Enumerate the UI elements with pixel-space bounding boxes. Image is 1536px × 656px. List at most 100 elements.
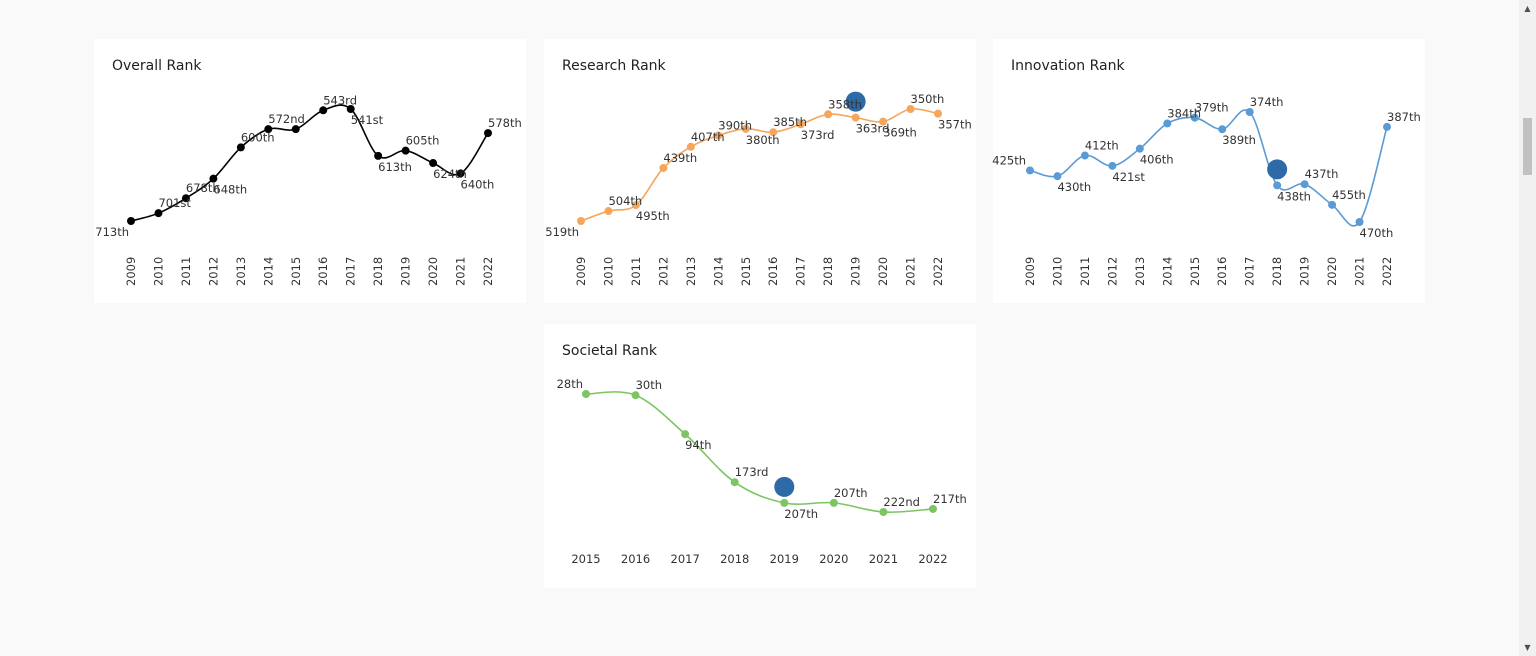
x-tick-label: 2009 <box>124 257 138 286</box>
data-point[interactable] <box>934 109 942 118</box>
x-tick-label: 2018 <box>821 257 835 286</box>
data-point[interactable] <box>604 207 613 216</box>
data-label: 543rd <box>323 93 357 107</box>
data-point[interactable] <box>631 391 640 400</box>
data-point[interactable] <box>1355 218 1364 226</box>
data-point[interactable] <box>346 105 355 113</box>
data-point[interactable] <box>906 105 915 113</box>
x-tick-label: 2016 <box>766 257 780 286</box>
scroll-up-icon[interactable]: ▲ <box>1524 4 1531 13</box>
data-point[interactable] <box>824 110 833 119</box>
x-tick-label: 2018 <box>1270 257 1284 286</box>
data-point[interactable] <box>154 209 163 218</box>
data-point[interactable] <box>714 131 723 140</box>
data-label: 363rd <box>856 122 890 136</box>
data-label: 30th <box>636 378 662 392</box>
x-tick-label: 2010 <box>151 257 165 286</box>
x-tick-label: 2009 <box>574 257 588 286</box>
data-label: 421st <box>1112 170 1145 184</box>
x-tick-label: 2022 <box>481 257 495 286</box>
data-label: 207th <box>784 507 818 521</box>
scroll-thumb[interactable] <box>1523 118 1532 175</box>
data-label: 437th <box>1305 167 1339 181</box>
x-tick-label: 2014 <box>711 257 725 286</box>
data-point[interactable] <box>659 163 668 172</box>
data-point[interactable] <box>851 113 860 122</box>
data-label: 385th <box>773 115 807 129</box>
x-tick-label: 2016 <box>316 257 330 286</box>
data-point[interactable] <box>686 142 695 151</box>
x-tick-label: 2012 <box>1105 257 1119 286</box>
data-label: 605th <box>406 134 440 148</box>
x-tick-label: 2019 <box>849 257 863 286</box>
highlight-marker[interactable] <box>845 91 866 112</box>
data-point[interactable] <box>1218 125 1227 134</box>
data-point[interactable] <box>319 106 328 115</box>
data-point[interactable] <box>1383 122 1391 131</box>
data-label: 406th <box>1140 153 1174 167</box>
data-point[interactable] <box>1300 180 1309 189</box>
data-point[interactable] <box>1026 166 1034 175</box>
x-tick-label: 2016 <box>621 552 650 566</box>
x-tick-label: 2010 <box>601 257 615 286</box>
data-label: 600th <box>241 130 275 144</box>
data-point[interactable] <box>929 504 937 513</box>
x-tick-label: 2018 <box>720 552 749 566</box>
data-point[interactable] <box>484 129 492 138</box>
x-tick-label: 2020 <box>819 552 848 566</box>
x-tick-label: 2021 <box>454 257 468 286</box>
data-point[interactable] <box>456 169 465 178</box>
data-label: 578th <box>488 116 522 130</box>
data-point[interactable] <box>631 201 640 210</box>
data-point[interactable] <box>181 194 190 203</box>
x-tick-label: 2020 <box>1325 257 1339 286</box>
data-point[interactable] <box>1245 108 1254 116</box>
x-tick-label: 2015 <box>571 552 600 566</box>
x-tick-label: 2019 <box>1298 257 1312 286</box>
data-point[interactable] <box>209 174 218 183</box>
data-point[interactable] <box>236 143 245 152</box>
data-point[interactable] <box>1135 144 1144 153</box>
data-point[interactable] <box>879 508 888 516</box>
data-point[interactable] <box>264 125 273 134</box>
data-point[interactable] <box>374 151 383 160</box>
x-tick-label: 2021 <box>904 257 918 286</box>
scroll-down-icon[interactable]: ▼ <box>1524 643 1531 652</box>
data-point[interactable] <box>1080 151 1089 160</box>
data-point[interactable] <box>429 159 438 168</box>
highlight-marker[interactable] <box>774 476 795 497</box>
data-point[interactable] <box>582 390 590 398</box>
data-point[interactable] <box>1328 200 1337 209</box>
data-label: 412th <box>1085 139 1119 153</box>
data-label: 439th <box>663 151 697 165</box>
data-label: 384th <box>1167 106 1201 120</box>
data-point[interactable] <box>730 478 739 487</box>
x-tick-label: 2019 <box>399 257 413 286</box>
data-label: 613th <box>378 160 412 174</box>
x-tick-label: 2014 <box>261 257 275 286</box>
data-point[interactable] <box>127 217 135 225</box>
data-point[interactable] <box>879 117 888 126</box>
data-point[interactable] <box>769 128 778 137</box>
data-point[interactable] <box>681 430 690 439</box>
x-tick-label: 2011 <box>1078 257 1092 286</box>
data-point[interactable] <box>741 124 750 133</box>
data-point[interactable] <box>1163 119 1172 128</box>
data-point[interactable] <box>1190 113 1199 122</box>
data-point[interactable] <box>829 498 838 507</box>
data-point[interactable] <box>577 217 585 225</box>
data-point[interactable] <box>796 120 805 129</box>
highlight-marker[interactable] <box>1267 159 1288 180</box>
data-point[interactable] <box>291 125 300 134</box>
x-tick-label: 2017 <box>671 552 700 566</box>
x-tick-label: 2018 <box>371 257 385 286</box>
x-tick-label: 2015 <box>1188 257 1202 286</box>
x-tick-label: 2020 <box>876 257 890 286</box>
data-point[interactable] <box>780 498 789 507</box>
data-label: 379th <box>1195 101 1229 115</box>
data-point[interactable] <box>1053 172 1062 181</box>
data-point[interactable] <box>1108 161 1117 170</box>
vertical-scrollbar[interactable]: ▲ ▼ <box>1519 0 1536 656</box>
data-point[interactable] <box>401 146 410 155</box>
data-point[interactable] <box>1273 181 1282 190</box>
